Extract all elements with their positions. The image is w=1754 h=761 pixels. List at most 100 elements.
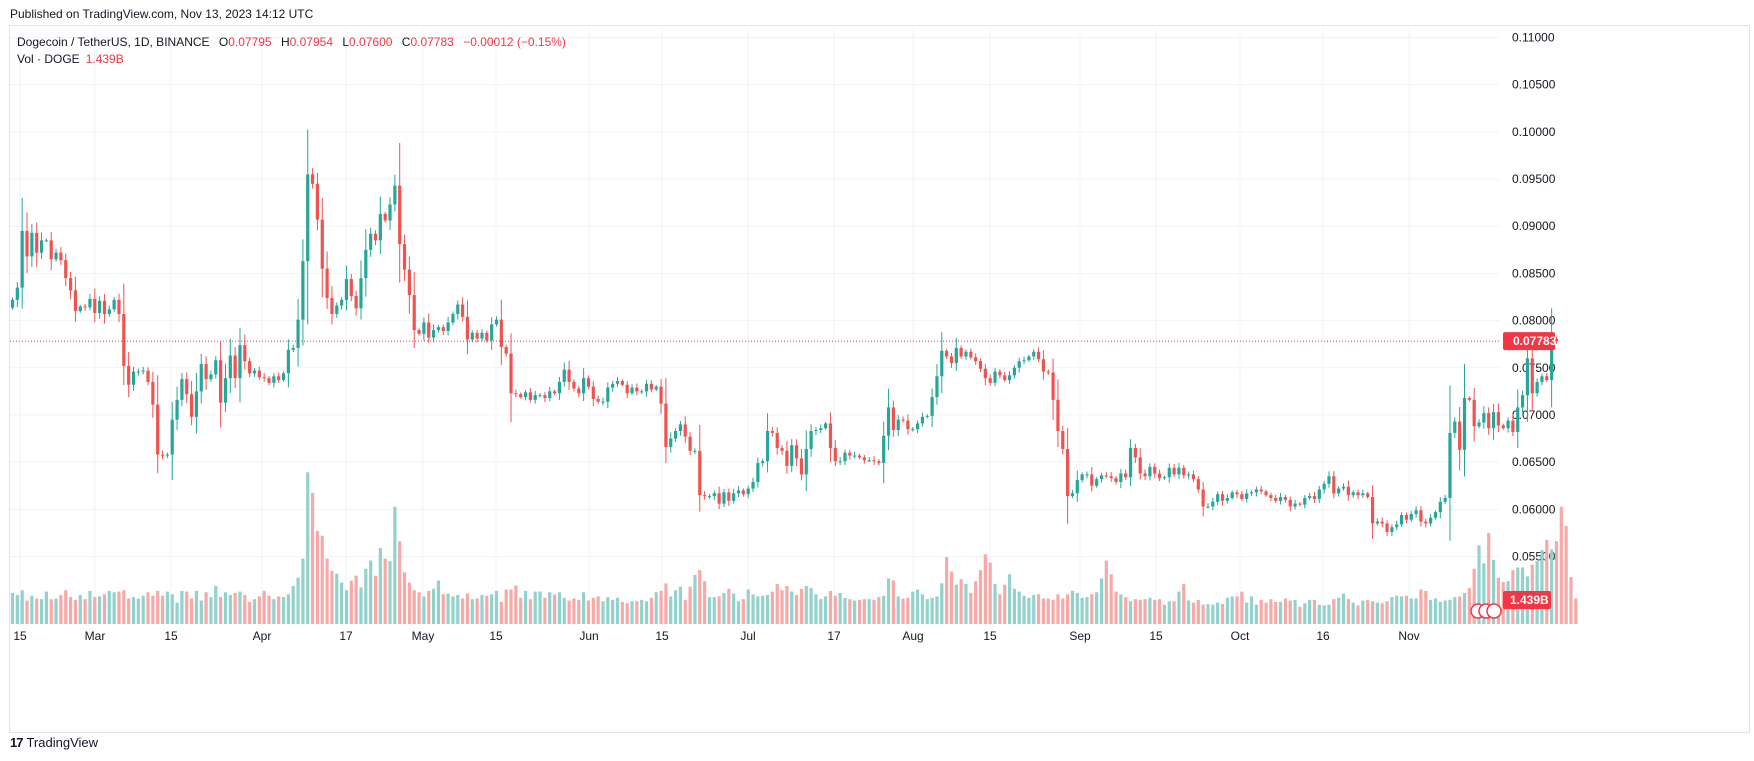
volume-bar (1036, 594, 1041, 624)
candle-body (214, 360, 218, 375)
volume-bar (393, 506, 397, 624)
volume-bar (165, 591, 169, 624)
volume-bar (853, 600, 857, 624)
candle-body (1017, 361, 1021, 368)
candle-body (998, 371, 1002, 376)
chart-frame (9, 25, 1750, 733)
candle-body (756, 463, 760, 482)
candle-body (611, 383, 615, 388)
candle-body (1090, 474, 1094, 486)
candle-body (88, 298, 92, 308)
volume-bar (470, 599, 474, 624)
volume-bar (746, 589, 750, 624)
volume-bar (301, 558, 305, 624)
candle-body (49, 240, 53, 260)
volume-bar (277, 596, 281, 624)
volume-bar (1007, 574, 1012, 624)
volume-bar (252, 599, 257, 624)
candle-body (1491, 412, 1496, 429)
volume-bar (1075, 592, 1079, 624)
volume-bar (1453, 597, 1457, 624)
volume-bar (1269, 599, 1273, 624)
candle-body (1187, 474, 1191, 476)
candle-body (732, 493, 736, 501)
volume-bar (1167, 601, 1171, 624)
candle-body (257, 370, 261, 378)
volume-bar (906, 597, 910, 624)
volume-bar (1182, 583, 1186, 624)
volume-bar (402, 572, 407, 624)
volume-bar (1157, 599, 1162, 624)
legend-row-volume: Vol · DOGE 1.439B (17, 51, 566, 67)
candle-body (1066, 448, 1070, 497)
volume-bar (1211, 604, 1215, 624)
candle-body (620, 380, 624, 385)
volume-bar (330, 570, 334, 624)
volume-bar (582, 592, 586, 624)
candle-body (15, 287, 19, 300)
volume-bar (1385, 601, 1389, 624)
candle-body (1114, 478, 1118, 482)
volume-bar (1366, 599, 1370, 624)
volume-bar (243, 595, 247, 624)
x-tick-label: 15 (489, 629, 503, 643)
y-tick-label: 0.09500 (1512, 172, 1556, 186)
volume-bar (591, 597, 595, 624)
volume-bar (417, 592, 421, 624)
volume-bar (664, 583, 668, 624)
candle-body (761, 461, 765, 464)
volume-bar (1051, 599, 1055, 624)
candle-body (1036, 351, 1041, 360)
candle-body (219, 360, 223, 403)
symbol-title: Dogecoin / TetherUS, 1D, BINANCE (17, 35, 210, 49)
volume-bar (465, 593, 470, 624)
last-price-label: 0.07783 (1513, 334, 1557, 348)
chart-legend: Dogecoin / TetherUS, 1D, BINANCE O0.0779… (17, 34, 566, 67)
volume-bar (945, 557, 949, 624)
candle-body (1254, 489, 1258, 493)
candle-body (640, 391, 644, 393)
candle-body (514, 393, 518, 395)
candle-body (83, 306, 87, 308)
candle-body (1264, 491, 1268, 496)
volume-bar (359, 587, 363, 624)
x-tick-label: 15 (655, 629, 669, 643)
candle-body (1167, 467, 1171, 478)
volume-bar (1230, 596, 1234, 624)
candle-body (286, 349, 290, 374)
volume-bar (601, 601, 605, 624)
volume-bar (112, 592, 116, 624)
volume-bar (480, 595, 484, 624)
volume-bar (572, 598, 576, 624)
volume-bar (407, 582, 411, 624)
volume-bar (1216, 602, 1220, 624)
volume-bar (974, 581, 978, 624)
volume-bar (824, 596, 828, 624)
volume-bar (1540, 550, 1544, 624)
candle-body (1501, 425, 1505, 429)
volume-bar (146, 592, 150, 624)
candle-body (940, 350, 944, 377)
volume-bar (615, 597, 620, 624)
volume-bar (862, 599, 866, 624)
candle-body (741, 490, 745, 495)
candle-body (25, 230, 29, 257)
candle-body (141, 370, 145, 372)
volume-bar (988, 562, 992, 624)
volume-bar (1259, 599, 1263, 624)
x-tick-label: 17 (827, 629, 841, 643)
volume-bar (722, 592, 726, 624)
candle-body (1535, 381, 1539, 394)
volume-bar (117, 591, 121, 624)
volume-bar (1337, 597, 1341, 624)
volume-bar (39, 599, 44, 624)
candle-body (383, 213, 387, 221)
volume-bar (1017, 591, 1021, 624)
candle-body (35, 232, 39, 253)
volume-bar (272, 599, 276, 624)
volume-bar (1462, 592, 1467, 624)
volume-bar (1351, 602, 1355, 624)
volume-bar (1104, 560, 1108, 624)
candle-body (983, 368, 987, 379)
